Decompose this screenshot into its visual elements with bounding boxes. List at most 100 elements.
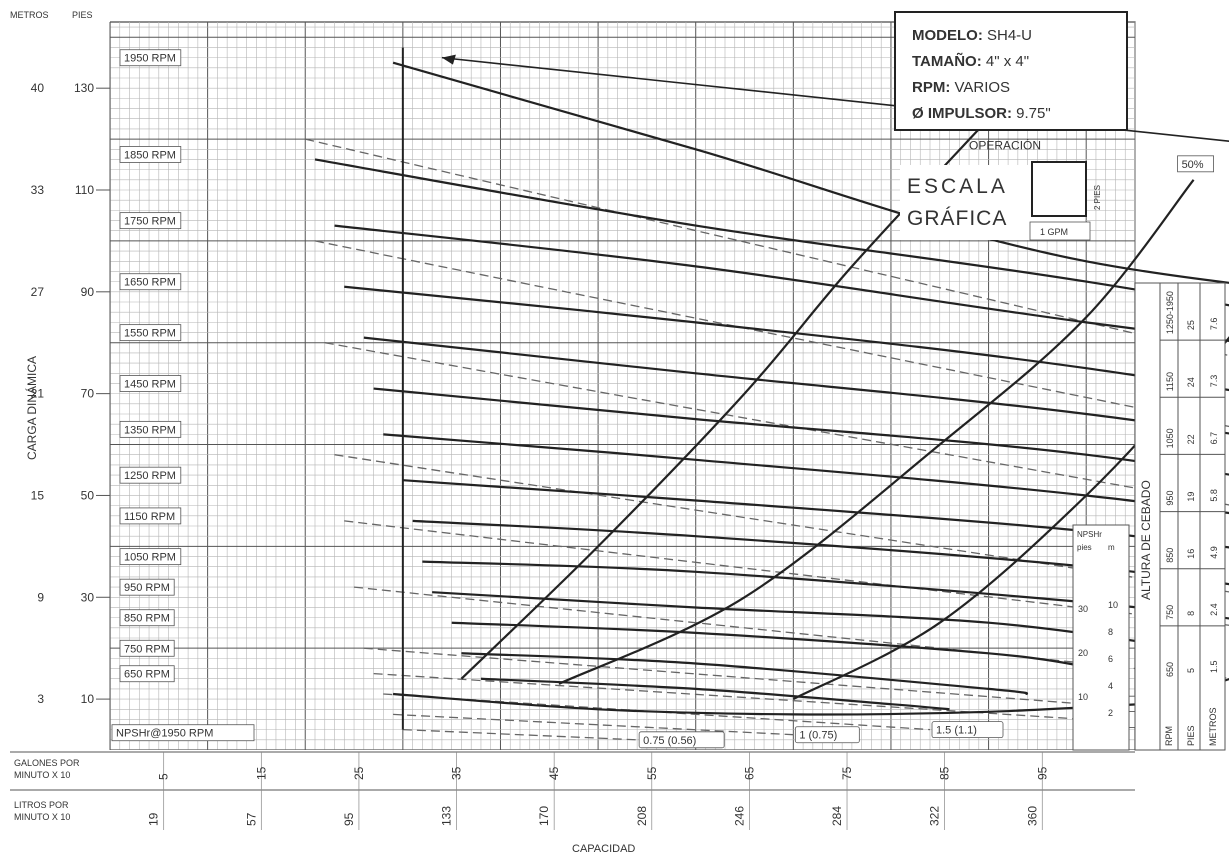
rpm-curves: 1950 RPM 1850 RPM 1750 RPM 1650 RPM 1550 RPM… <box>119 49 1229 711</box>
bhp-line <box>324 342 1229 506</box>
x-tick-label-lpm: 19 <box>147 812 161 826</box>
rpm-curve <box>480 677 950 711</box>
y-tick-label-ft: 10 <box>81 692 95 706</box>
npsh-scale-unit: m <box>1108 543 1115 552</box>
x-tick-label-lpm: 322 <box>928 806 942 826</box>
scale-label: ESCALA <box>907 175 1008 198</box>
priming-table-pies: 19 <box>1186 492 1196 502</box>
priming-table-rpm: 950 <box>1165 491 1175 506</box>
npsh-scale-m: 6 <box>1108 654 1113 664</box>
model-field-value: 4" x 4" <box>982 53 1029 70</box>
rpm-label: 950 RPM <box>124 582 170 594</box>
rpm-label: 1450 RPM <box>124 379 176 391</box>
rpm-label: 1250 RPM <box>124 470 176 482</box>
bhp-line <box>314 240 1229 428</box>
rpm-label-box <box>119 420 182 438</box>
scale-x-label-box <box>1029 221 1091 241</box>
x-tick-label-gpm: 65 <box>742 766 756 780</box>
rpm-label-box <box>119 507 182 525</box>
rpm-label-box <box>119 639 175 657</box>
y-tick-label-m: 21 <box>31 387 45 401</box>
npsh-scale-unit: pies <box>1077 543 1092 552</box>
bhp-line <box>393 713 794 736</box>
npsh-scale-ft: 20 <box>1078 648 1088 658</box>
bhp-label-box <box>794 726 860 744</box>
rpm-label: 1150 RPM <box>124 511 175 523</box>
x-tick-label-gpm: 35 <box>450 766 464 780</box>
left-margin <box>0 0 110 860</box>
priming-table-metros: 7.6 <box>1209 318 1219 331</box>
model-field-label: TAMAÑO: <box>912 52 982 70</box>
bhp-label: 1 (0.75) <box>799 730 837 742</box>
rpm-label-box <box>119 49 182 67</box>
rpm-curve <box>383 433 1229 515</box>
priming-table-row-label: RPM <box>1164 726 1174 746</box>
x-tick-label-lpm: 95 <box>342 812 356 826</box>
model-field-value: SH4-U <box>983 27 1032 44</box>
efficiency-curve <box>558 179 1195 685</box>
priming-table-metros: 2.4 <box>1209 603 1219 616</box>
y-tick-label-ft: 90 <box>81 285 95 299</box>
npsh-scale-ft: 30 <box>1078 604 1088 614</box>
priming-table-metros: 5.8 <box>1209 489 1219 502</box>
x-tick-label-gpm: 45 <box>547 766 561 780</box>
y-tick-label-m: 3 <box>37 692 44 706</box>
efficiency-curves: 40%50%52%52%RANGO DEOPERACIÓN <box>401 47 1229 730</box>
rpm-curve <box>334 224 1229 343</box>
rpm-label-box <box>119 324 182 342</box>
priming-table-rpm: 850 <box>1165 548 1175 563</box>
x-unit-lpm: MINUTO X 10 <box>14 812 70 822</box>
x-unit-gpm: MINUTO X 10 <box>14 770 70 780</box>
rpm-label-box <box>119 578 175 596</box>
priming-table-pies: 22 <box>1186 434 1196 444</box>
model-field-label: MODELO: <box>912 27 983 44</box>
efficiency-label: 50% <box>1182 159 1204 171</box>
npsh-scale-header: NPSHr <box>1077 530 1102 539</box>
rpm-label-box <box>119 212 182 230</box>
priming-table-metros: 1.5 <box>1209 660 1219 673</box>
x-tick-label-gpm: 25 <box>352 766 366 780</box>
scale-x-label: 1 GPM <box>1040 227 1068 237</box>
rpm-label: 1550 RPM <box>124 328 176 340</box>
rpm-label-box <box>119 548 182 566</box>
rpm-label: 650 RPM <box>124 669 170 681</box>
x-tick-label-lpm: 170 <box>537 806 551 826</box>
y-tick-label-ft: 70 <box>81 387 95 401</box>
rpm-label: 1050 RPM <box>124 552 176 564</box>
x-tick-label-gpm: 5 <box>157 773 171 780</box>
y-tick-label-m: 27 <box>31 285 45 299</box>
priming-table-box <box>1134 282 1226 751</box>
rpm-label-box <box>119 146 182 163</box>
y-tick-label-m: 9 <box>37 590 44 604</box>
npsh-scale-m: 4 <box>1108 681 1113 691</box>
x-tick-label-gpm: 75 <box>840 766 854 780</box>
priming-table-title: ALTURA DE CEBADO <box>1139 480 1153 600</box>
x-tick-label-lpm: 360 <box>1025 806 1039 826</box>
y-axis-title: CARGA DINÁMICA <box>24 356 39 460</box>
bottom-margin <box>110 750 1210 860</box>
rpm-label: 750 RPM <box>124 643 170 655</box>
y-tick-label-ft: 110 <box>75 183 94 197</box>
npsh-scale-ft: 10 <box>1078 692 1088 702</box>
rpm-label: 1750 RPM <box>124 216 176 228</box>
efficiency-curve <box>792 336 1229 701</box>
priming-table: ALTURA DE CEBADO RPM PIES METROS 650 5 1.5 750 8… <box>1134 282 1226 751</box>
scale-y-label: 2 PIES <box>1093 185 1102 210</box>
y-tick-label-ft: 130 <box>74 81 94 95</box>
rpm-label: 1950 RPM <box>124 53 176 65</box>
chart-grid <box>109 21 1136 751</box>
priming-table-rpm: 1050 <box>1165 428 1175 448</box>
x-tick-label-lpm: 133 <box>440 806 454 826</box>
model-field: RPM: VARIOS <box>912 79 1010 96</box>
rpm-label: 1350 RPM <box>124 424 176 436</box>
model-box <box>894 11 1128 131</box>
x-tick-label-gpm: 55 <box>645 766 659 780</box>
npsh-scale-m: 10 <box>1108 600 1118 610</box>
rpm-label: 1650 RPM <box>124 277 176 289</box>
rpm-curve <box>344 285 1229 392</box>
priming-table-row-label: PIES <box>1186 725 1196 746</box>
npsh-curve-group: NPSHr@1950 RPM <box>111 692 1184 742</box>
rpm-label-box <box>119 375 182 392</box>
model-field: TAMAÑO: 4" x 4" <box>912 52 1029 70</box>
rpm-label-box <box>119 609 175 627</box>
